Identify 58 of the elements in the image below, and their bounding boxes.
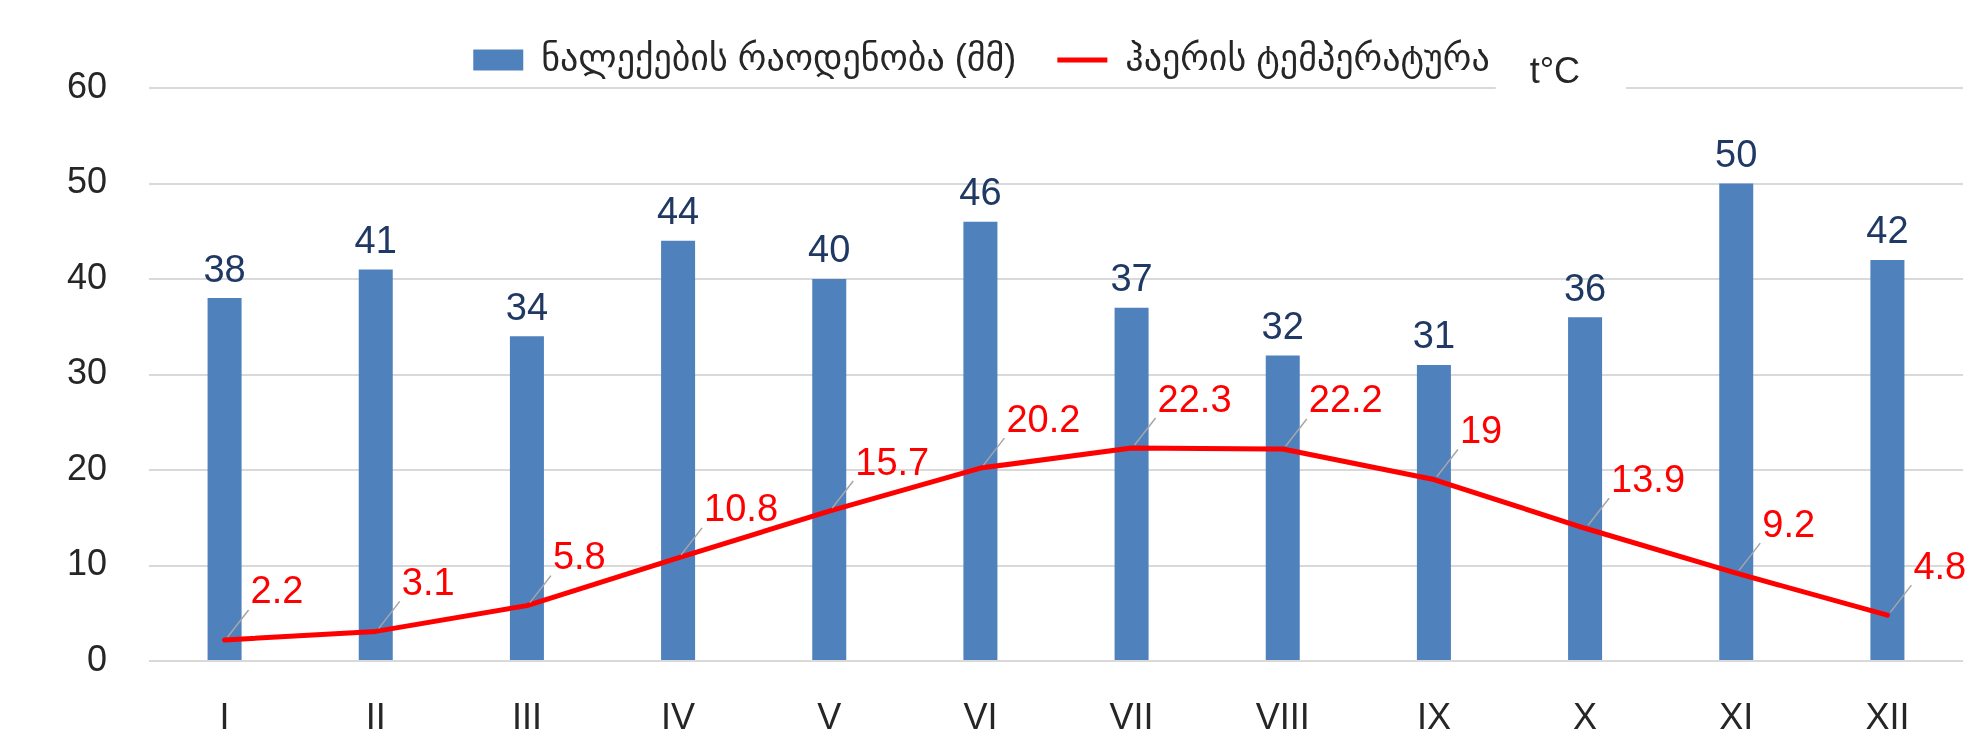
- bar: [963, 221, 998, 660]
- data-label: 13.9: [1611, 457, 1686, 500]
- x-tick-label: VII: [1109, 695, 1154, 737]
- annotation: t°C: [1529, 50, 1581, 91]
- data-label: 10.8: [704, 487, 779, 530]
- x-tick-label: X: [1573, 695, 1598, 737]
- bar: [1568, 317, 1603, 660]
- data-label: 38: [203, 247, 246, 290]
- x-tick-label: V: [817, 695, 842, 737]
- data-label: 22.2: [1308, 378, 1383, 421]
- x-tick-label: IX: [1416, 695, 1451, 737]
- y-tick-label: 30: [66, 351, 107, 393]
- data-label: 42: [1866, 209, 1909, 252]
- data-label: 5.8: [552, 535, 606, 578]
- data-label: 15.7: [855, 440, 930, 483]
- bar: [1416, 364, 1451, 660]
- x-tick-label: XI: [1719, 695, 1754, 737]
- y-tick-label: 0: [86, 637, 107, 679]
- bar: [358, 269, 393, 660]
- y-tick-label: 50: [66, 160, 107, 202]
- bar: [812, 279, 847, 660]
- x-tick-label: II: [365, 695, 386, 737]
- data-label: 37: [1110, 257, 1153, 300]
- data-label: 2.2: [250, 569, 304, 612]
- data-label: 4.8: [1913, 544, 1967, 587]
- x-tick-label: I: [219, 695, 230, 737]
- legend-label: ნალექების რაოდენობა (მმ): [541, 36, 1017, 79]
- data-label: 40: [808, 228, 851, 271]
- data-label: 34: [505, 285, 549, 328]
- bar: [1114, 307, 1149, 660]
- bar: [509, 336, 544, 660]
- y-tick-label: 20: [66, 446, 107, 488]
- data-label: 36: [1563, 266, 1607, 309]
- data-label: 20.2: [1006, 397, 1081, 440]
- legend-label: ჰაერის ტემპერატურა: [1125, 36, 1490, 79]
- data-label: 19: [1459, 409, 1503, 452]
- bar: [207, 298, 242, 660]
- data-label: 46: [959, 171, 1002, 214]
- bar: [1719, 183, 1754, 660]
- bar: [1265, 355, 1300, 660]
- y-tick-label: 10: [66, 542, 107, 584]
- data-label: 31: [1412, 314, 1456, 357]
- x-tick-label: III: [511, 695, 542, 737]
- x-tick-label: XII: [1865, 695, 1910, 737]
- data-label: 22.3: [1157, 377, 1232, 420]
- data-label: 9.2: [1762, 502, 1816, 545]
- bar: [1870, 259, 1905, 660]
- bar: [661, 240, 696, 660]
- data-label: 3.1: [401, 560, 455, 603]
- data-label: 44: [656, 190, 700, 233]
- data-label: 41: [354, 218, 397, 261]
- y-tick-label: 40: [66, 255, 107, 297]
- y-tick-label: 60: [66, 64, 107, 106]
- x-tick-label: IV: [661, 695, 696, 737]
- x-tick-label: VI: [963, 695, 998, 737]
- data-label: 50: [1715, 132, 1758, 175]
- x-tick-label: VIII: [1255, 695, 1310, 737]
- data-label: 32: [1261, 304, 1304, 347]
